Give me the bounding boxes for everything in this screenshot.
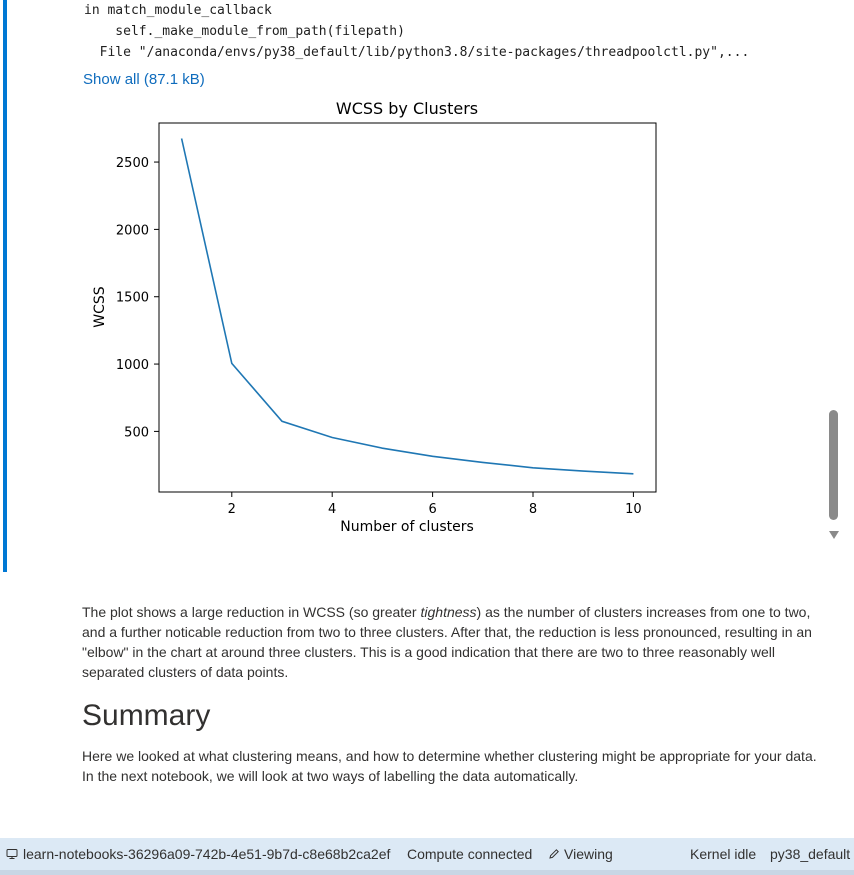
y-tick-label: 1000 (116, 358, 149, 373)
wcss-series-line (180, 138, 634, 475)
pencil-icon (548, 846, 560, 862)
cell-selection-bar (3, 0, 7, 572)
markdown-paragraph: The plot shows a large reduction in WCSS… (82, 602, 832, 682)
status-bar: learn-notebooks-36296a09-742b-4e51-9b7d-… (0, 838, 854, 875)
summary-paragraph: Here we looked at what clustering means,… (82, 748, 817, 784)
scrollbar-thumb[interactable] (829, 410, 838, 520)
summary-heading: Summary (82, 699, 211, 732)
y-tick-label: 2500 (116, 156, 149, 171)
y-tick-label: 2000 (116, 223, 149, 238)
compute-instance-name[interactable]: learn-notebooks-36296a09-742b-4e51-9b7d-… (23, 846, 391, 862)
kernel-name[interactable]: py38_default (770, 846, 851, 862)
show-all-output-link[interactable]: Show all (87.1 kB) (83, 71, 205, 88)
x-tick-label: 10 (625, 502, 642, 517)
wcss-line-chart: WCSS by Clusters 2 4 6 8 10 500 1000 1500 2000 2… (92, 99, 657, 535)
y-tick-label: 1500 (116, 291, 149, 306)
emphasis-tightness: tightness (420, 604, 477, 620)
plot-area (158, 122, 657, 493)
y-axis-ticks: 500 1000 1500 2000 2500 (116, 156, 159, 440)
y-axis-label: WCSS (92, 286, 108, 328)
chart-title: WCSS by Clusters (336, 99, 478, 118)
x-axis-label: Number of clusters (340, 519, 474, 535)
para-text: The plot shows a large reduction in WCSS… (82, 604, 421, 620)
x-tick-label: 4 (328, 502, 336, 517)
y-tick-label: 500 (124, 425, 149, 440)
x-tick-label: 2 (228, 502, 236, 517)
statusbar-border (0, 870, 854, 875)
output-scrollbar[interactable] (825, 0, 845, 560)
traceback-line: self._make_module_from_path(filepath) (84, 24, 405, 39)
traceback-line: File "/anaconda/envs/py38_default/lib/py… (84, 45, 750, 60)
x-tick-label: 6 (428, 502, 436, 517)
editing-mode[interactable]: Viewing (564, 846, 613, 862)
computer-icon (6, 846, 18, 862)
kernel-status: Kernel idle (690, 846, 757, 862)
x-axis-ticks: 2 4 6 8 10 (228, 492, 642, 517)
scroll-down-arrow-icon[interactable] (829, 531, 839, 539)
para-text: ) as the number of clusters increases fr… (82, 604, 812, 680)
cell-output: in match_module_callback self._make_modu… (84, 0, 824, 63)
x-tick-label: 8 (529, 502, 537, 517)
traceback-line: in match_module_callback (84, 3, 272, 18)
compute-connection-status: Compute connected (407, 846, 533, 862)
